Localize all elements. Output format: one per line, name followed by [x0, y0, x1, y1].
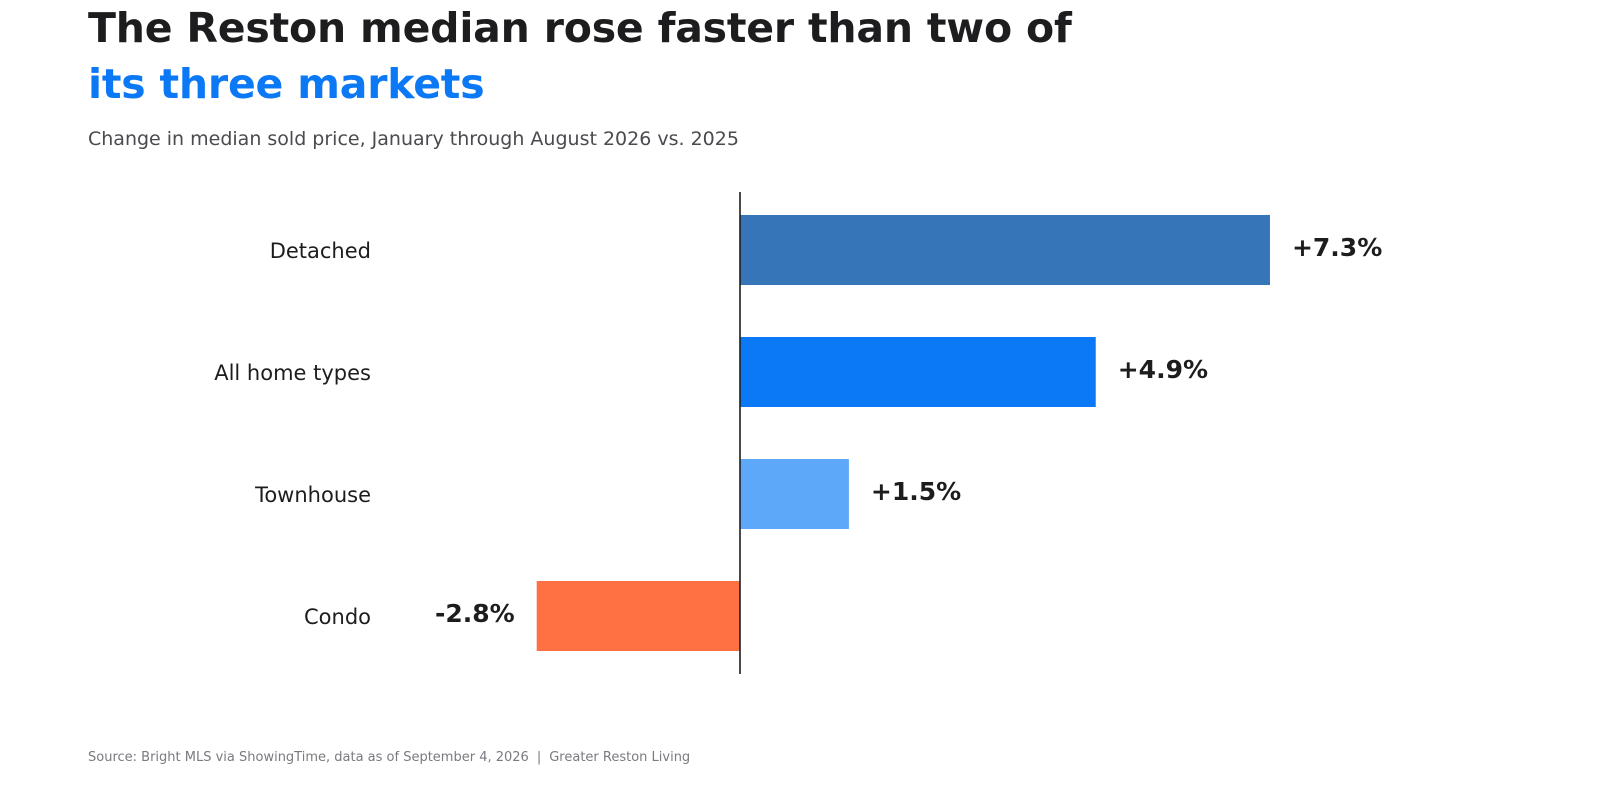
value-label-condo: -2.8%	[435, 599, 515, 628]
category-label-townhouse: Townhouse	[254, 483, 371, 507]
source-note: Source: Bright MLS via ShowingTime, data…	[88, 750, 690, 765]
chart-title-line-1: The Reston median rose faster than two o…	[88, 4, 1072, 52]
value-label-townhouse: +1.5%	[871, 477, 961, 506]
bar-detached	[740, 215, 1270, 285]
source-text: Source: Bright MLS via ShowingTime, data…	[88, 750, 529, 765]
bar-condo	[536, 581, 740, 651]
source-separator: |	[536, 750, 542, 765]
value-label-all-home-types: +4.9%	[1118, 355, 1208, 384]
bar-townhouse	[740, 459, 849, 529]
category-label-all-home-types: All home types	[214, 361, 371, 385]
bar-all-home-types	[740, 337, 1096, 407]
chart-title-line-2: its three markets	[88, 60, 485, 108]
publisher-name: Greater Reston Living	[549, 750, 691, 765]
chart-subtitle: Change in median sold price, January thr…	[88, 128, 739, 150]
category-label-detached: Detached	[270, 239, 371, 263]
chart-title: The Reston median rose faster than two o…	[88, 0, 1188, 112]
value-label-detached: +7.3%	[1292, 233, 1382, 262]
category-label-condo: Condo	[304, 605, 371, 629]
